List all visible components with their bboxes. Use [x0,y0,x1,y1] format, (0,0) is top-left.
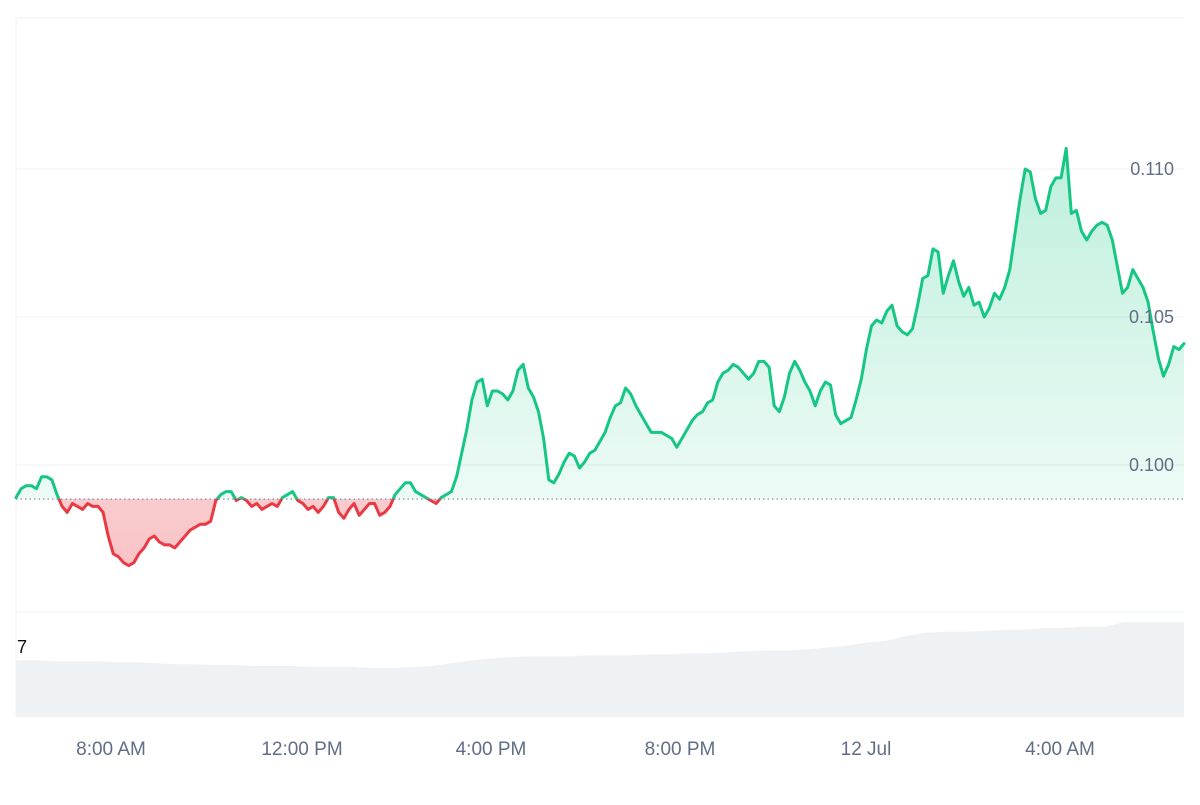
x-tick-label: 8:00 PM [645,739,716,760]
price-line-up[interactable] [14,146,1186,565]
x-tick-label: 12:00 PM [261,739,342,760]
x-tick-label: 4:00 PM [456,739,527,760]
volume-area [16,621,1184,717]
series-below-baseline [15,148,1184,568]
price-area-up [16,148,1184,500]
x-tick-label: 12 Jul [841,739,892,760]
price-line-down[interactable] [15,148,1184,568]
volume-scale-label: 7 [17,637,27,657]
y-tick-label: 0.110 [1130,159,1174,179]
series-above-baseline [14,146,1186,565]
x-tick-label: 4:00 AM [1025,739,1095,760]
y-tick-label: 0.105 [1129,307,1174,327]
x-tick-label: 8:00 AM [76,739,146,760]
y-tick-label: 0.100 [1129,455,1174,475]
